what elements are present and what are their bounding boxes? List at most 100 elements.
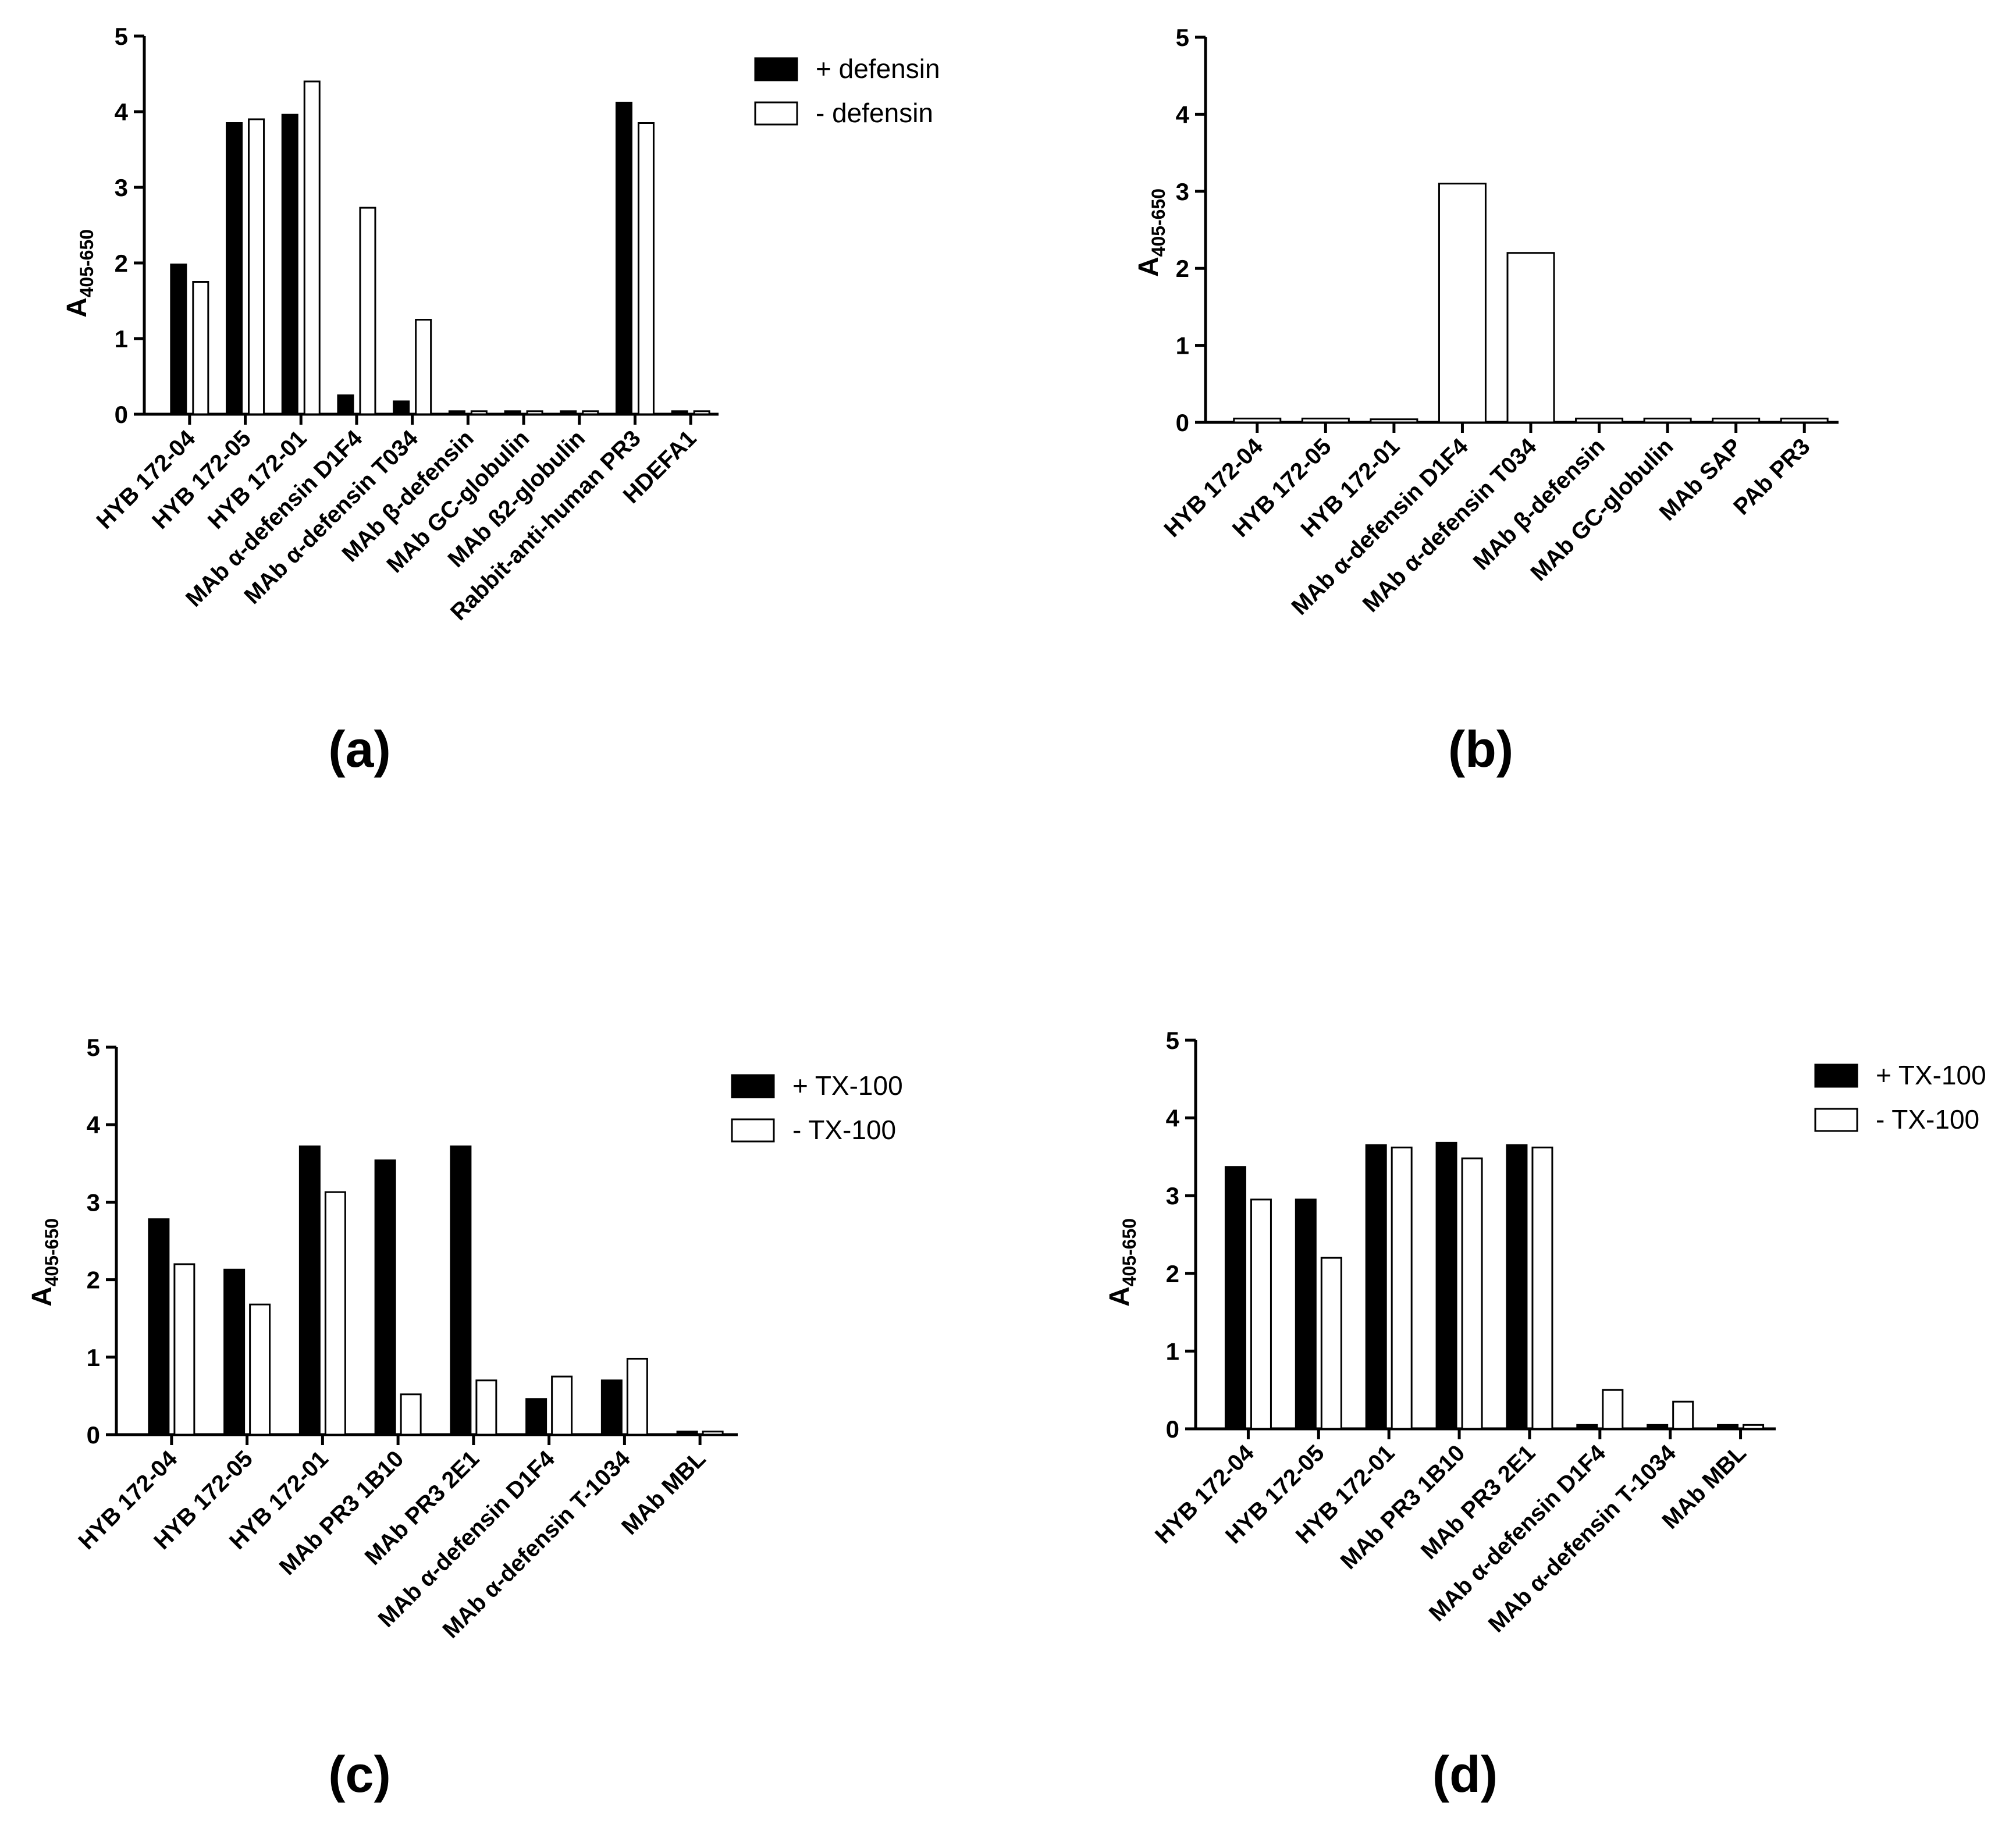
legend-label: + TX-100 <box>1876 1060 1986 1090</box>
panel-label: (d) <box>1432 1745 1498 1803</box>
x-tick-label: PAb PR3 <box>1729 433 1815 520</box>
bar-open-3 <box>1461 1157 1483 1430</box>
bar-open-6 <box>626 1357 648 1436</box>
legend-swatch <box>731 1118 775 1143</box>
bar-filled-4 <box>450 1145 472 1436</box>
y-tick-label: 3 <box>115 174 128 201</box>
bar-filled-6 <box>504 410 521 415</box>
y-tick-label: 4 <box>87 1111 101 1139</box>
bar-open-5 <box>1602 1389 1624 1430</box>
bar-filled-3 <box>374 1159 396 1436</box>
bar-open-0 <box>1250 1198 1272 1430</box>
y-tick-label: 1 <box>1166 1337 1179 1365</box>
y-tick-label: 2 <box>87 1267 100 1294</box>
bar-filled-8 <box>615 101 632 415</box>
y-tick-label: 3 <box>87 1189 100 1216</box>
bar-open-7 <box>582 410 599 415</box>
bar-filled-3 <box>1435 1141 1457 1430</box>
bar-open-0 <box>1233 417 1282 424</box>
legend: + TX-100 - TX-100 <box>731 1070 903 1145</box>
bar-open-2 <box>1391 1146 1413 1430</box>
bar-filled-2 <box>1365 1144 1387 1430</box>
bar-filled-4 <box>1506 1144 1528 1430</box>
y-axis-label: A405-650 <box>1104 1218 1140 1307</box>
bar-open-4 <box>1506 252 1555 424</box>
bar-open-0 <box>192 281 209 415</box>
bar-open-3 <box>400 1393 422 1436</box>
bar-filled-9 <box>671 410 688 415</box>
legend-swatch <box>1814 1108 1858 1132</box>
bar-filled-7 <box>560 410 577 415</box>
bar-open-4 <box>1531 1146 1553 1430</box>
bar-open-6 <box>1643 417 1692 424</box>
bar-open-8 <box>1780 417 1829 424</box>
y-tick-label: 4 <box>1176 101 1190 128</box>
bar-filled-4 <box>393 400 410 415</box>
bar-filled-3 <box>337 394 354 415</box>
y-tick-label: 3 <box>1166 1182 1179 1210</box>
y-tick-label: 5 <box>115 23 128 50</box>
y-axis-label: A405-650 <box>27 1218 62 1307</box>
bar-open-7 <box>1712 417 1761 424</box>
bar-open-4 <box>415 319 432 415</box>
bar-open-7 <box>1743 1424 1765 1430</box>
y-tick-label: 0 <box>115 401 128 428</box>
bar-open-9 <box>693 410 710 415</box>
panel-label: (c) <box>328 1745 391 1803</box>
bar-filled-2 <box>281 113 298 415</box>
y-tick-label: 4 <box>115 98 129 126</box>
y-axis-label: A405-650 <box>62 229 97 318</box>
legend: + defensin - defensin <box>754 54 940 128</box>
y-tick-label: 1 <box>115 325 128 353</box>
bar-open-0 <box>173 1263 195 1436</box>
y-tick-label: 1 <box>1176 332 1189 360</box>
legend-label: - defensin <box>816 98 933 128</box>
bar-open-7 <box>702 1431 724 1436</box>
legend: + TX-100 - TX-100 <box>1814 1060 1986 1134</box>
bar-filled-6 <box>1647 1424 1669 1430</box>
panel-label: (b) <box>1448 720 1513 778</box>
bar-open-4 <box>475 1379 497 1436</box>
bar-open-5 <box>1575 417 1624 424</box>
bar-open-1 <box>1320 1257 1342 1430</box>
bar-filled-0 <box>170 264 187 415</box>
bar-open-3 <box>359 207 376 415</box>
bar-open-5 <box>551 1375 573 1436</box>
bar-filled-5 <box>448 410 465 415</box>
bar-filled-5 <box>1576 1424 1598 1430</box>
y-tick-label: 3 <box>1176 178 1189 205</box>
legend-label: - TX-100 <box>792 1115 896 1145</box>
legend-label: - TX-100 <box>1876 1104 1979 1134</box>
legend-swatch <box>1814 1063 1858 1088</box>
bar-filled-2 <box>298 1145 321 1436</box>
panel-label: (a) <box>328 720 391 778</box>
bar-open-8 <box>637 122 655 415</box>
bar-open-6 <box>1672 1400 1694 1430</box>
bar-open-2 <box>303 80 321 415</box>
y-tick-label: 1 <box>87 1344 100 1371</box>
bar-filled-5 <box>525 1398 547 1436</box>
bar-filled-7 <box>676 1431 698 1436</box>
y-tick-label: 5 <box>1176 24 1189 51</box>
bar-open-6 <box>526 410 543 415</box>
legend-swatch <box>731 1074 775 1098</box>
y-tick-label: 5 <box>1166 1027 1179 1054</box>
bar-open-5 <box>470 410 488 415</box>
y-tick-label: 2 <box>115 250 128 277</box>
legend-swatch <box>754 101 798 126</box>
bar-filled-0 <box>148 1218 170 1436</box>
y-tick-label: 0 <box>1176 409 1189 436</box>
y-tick-label: 4 <box>1166 1105 1180 1132</box>
legend-swatch <box>754 57 798 81</box>
y-tick-label: 0 <box>1166 1415 1179 1443</box>
bar-open-1 <box>248 118 265 415</box>
bar-filled-6 <box>600 1379 623 1436</box>
bar-filled-0 <box>1224 1166 1246 1430</box>
y-tick-label: 2 <box>1166 1260 1179 1287</box>
bar-open-3 <box>1438 183 1487 424</box>
bar-open-1 <box>249 1303 271 1436</box>
